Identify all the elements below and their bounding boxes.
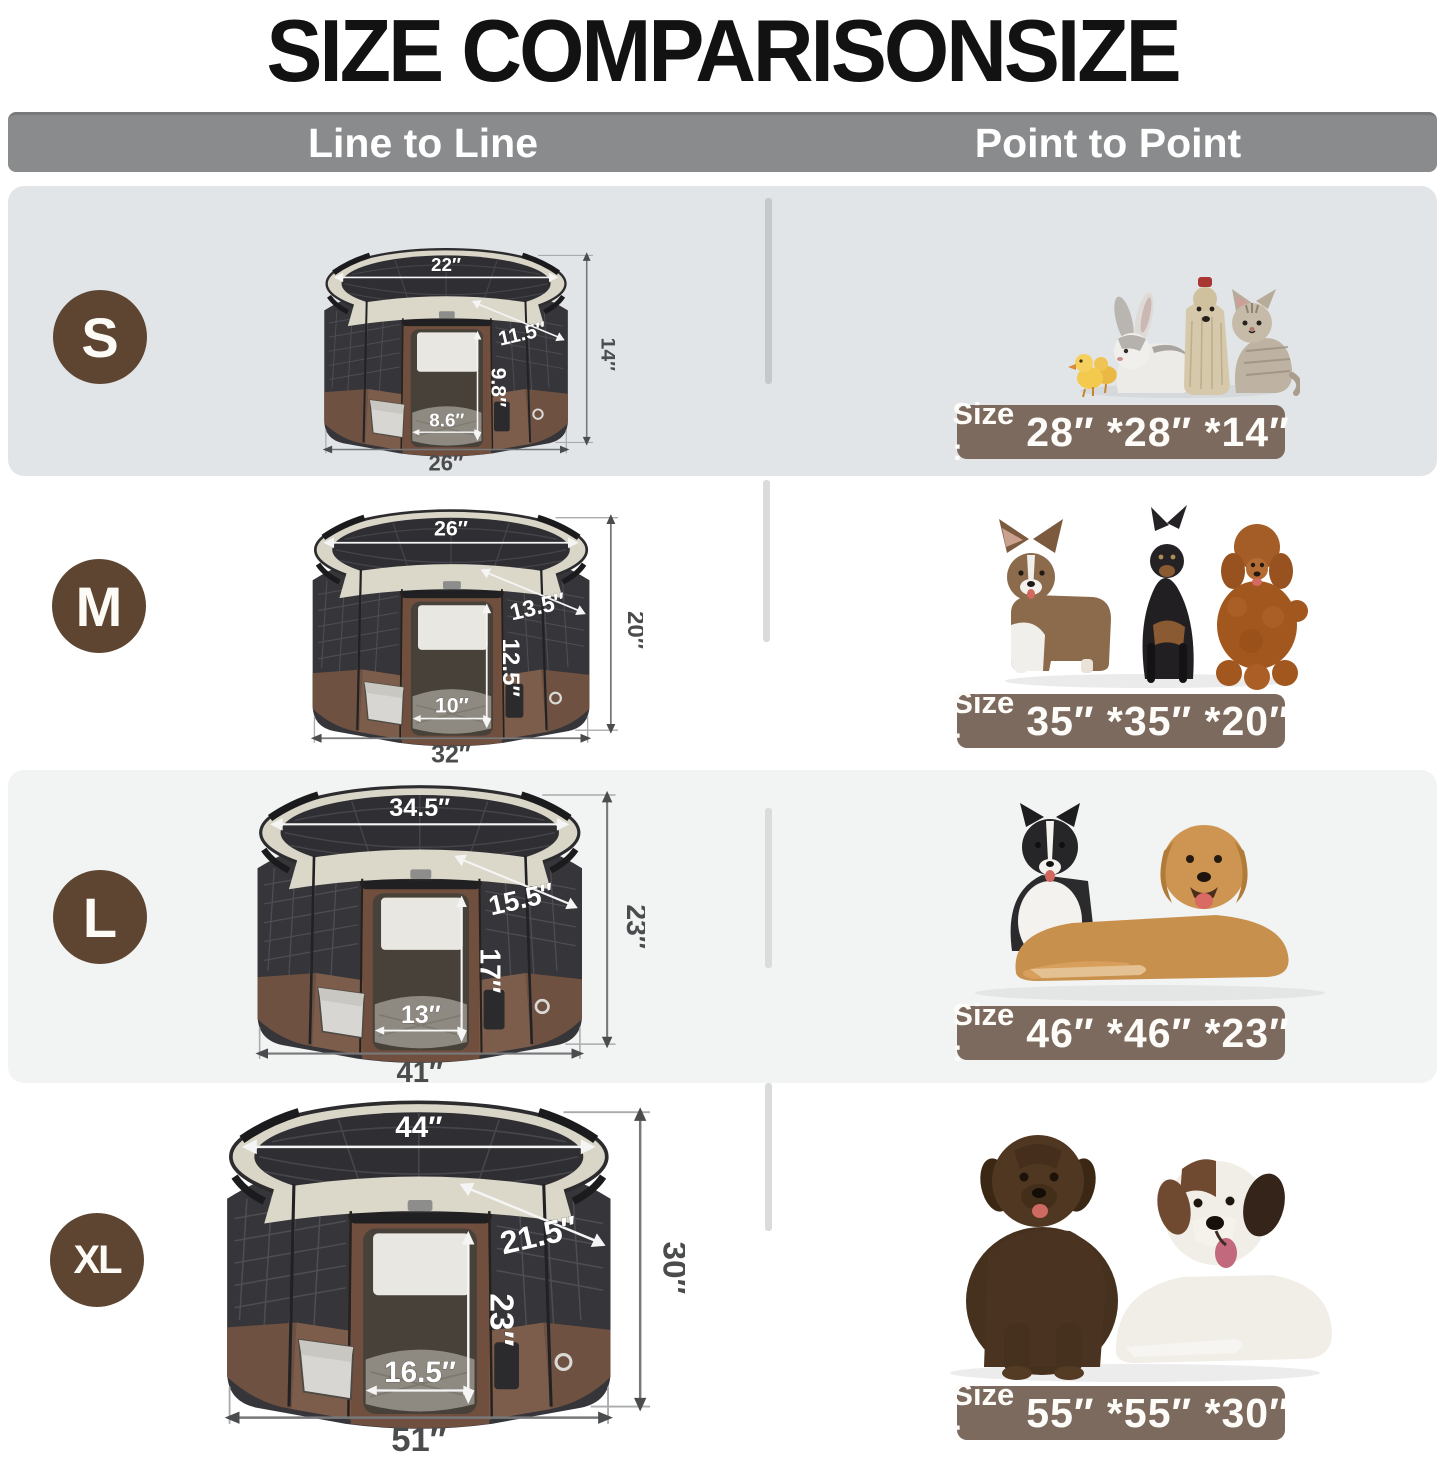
size-label-prefix: Size : [952, 396, 1015, 467]
size-label-value: 46″ *46″ *23″ [1026, 1009, 1290, 1056]
playpen-diagram-m: 26″ 13.5″ 12.5″ 10″ 20″ 32″ [268, 498, 643, 766]
dim-base-width: 41″ [396, 1056, 443, 1086]
column-divider [765, 808, 772, 968]
dim-door-width: 10″ [435, 693, 469, 717]
column-header-line-to-line: Line to Line [307, 120, 539, 166]
size-label-value: 55″ *55″ *30″ [1026, 1389, 1290, 1436]
size-badge-l: L [53, 870, 147, 964]
golden-retriever-icon [1015, 825, 1289, 981]
dim-inner-height: 9.8″ [487, 368, 510, 408]
size-label-value: 28″ *28″ *14″ [1026, 408, 1290, 455]
saint-bernard-icon [1115, 1159, 1332, 1363]
playpen-diagram-s: 22″ 11.5″ 9.8″ 8.6″ 14″ 26″ [285, 238, 615, 474]
size-badge-s-label: S [81, 305, 119, 369]
dim-top-width: 44″ [395, 1111, 442, 1144]
size-badge-m: M [52, 559, 146, 653]
size-row-l: L 34.5″ 15.5″ 17″ 13″ 23″ 41″ [8, 770, 1437, 1086]
size-row-s: S 22″ 11.5″ 9.8″ 8.6″ 14″ 26″ [8, 186, 1437, 476]
size-badge-m-label: M [75, 574, 123, 638]
playpen-diagram-l: 34.5″ 15.5″ 17″ 13″ 23″ 41″ [205, 772, 645, 1086]
dim-outer-height: 30″ [656, 1241, 685, 1294]
column-divider [763, 480, 770, 642]
miniature-pinscher-icon [1142, 505, 1194, 683]
size-label-prefix: Size : [952, 685, 1015, 756]
dim-outer-height: 14″ [597, 338, 615, 372]
pets-photo-small [1068, 277, 1300, 398]
size-label-m: Size : 35″ *35″ *20″ [952, 685, 1288, 756]
dim-base-width: 32″ [431, 740, 471, 766]
size-badge-xl: XL [50, 1213, 144, 1307]
dim-top-width: 34.5″ [389, 794, 450, 822]
newfoundland-icon [966, 1135, 1118, 1380]
dim-door-width: 16.5″ [384, 1356, 456, 1389]
pets-photo-xlarge [950, 1135, 1332, 1382]
size-label-s: Size : 28″ *28″ *14″ [952, 396, 1288, 467]
size-label-value: 35″ *35″ *20″ [1026, 697, 1290, 744]
dim-inner-height: 17″ [474, 948, 506, 993]
kitten-icon [1232, 289, 1300, 396]
column-header-point-to-point: Point to Point [974, 120, 1242, 166]
dim-top-width: 22″ [431, 254, 461, 275]
dim-top-width: 26″ [434, 517, 468, 541]
size-row-m: M 26″ 13.5″ 12.5″ 10″ 20″ 32″ [8, 476, 1437, 770]
dim-base-width: 26″ [429, 451, 464, 474]
shih-tzu-icon [1184, 277, 1230, 395]
dim-base-width: 51″ [391, 1421, 446, 1456]
dim-outer-height: 23″ [621, 904, 645, 949]
pets-photo-large [975, 803, 1325, 1001]
size-badge-l-label: L [82, 885, 118, 949]
column-header-bar: Line to Line Point to Point [8, 112, 1437, 172]
column-divider [765, 198, 772, 384]
dim-door-width: 13″ [401, 1001, 441, 1029]
chick-icon [1068, 354, 1117, 398]
size-badge-xl-label: XL [73, 1237, 122, 1282]
dim-door-width: 8.6″ [429, 410, 464, 431]
column-divider [765, 1083, 772, 1231]
page-title: SIZE COMPARISONSIZE [266, 1, 1181, 100]
size-label-l: Size : 46″ *46″ *23″ [952, 997, 1288, 1068]
dim-inner-height: 23″ [483, 1293, 520, 1346]
size-badge-s: S [53, 290, 147, 384]
size-label-xl: Size : 55″ *55″ *30″ [952, 1377, 1288, 1448]
dim-outer-height: 20″ [622, 611, 643, 650]
pets-photo-medium [999, 505, 1308, 690]
playpen-diagram-xl: 44″ 21.5″ 23″ 16.5″ 30″ 51″ [165, 1085, 685, 1456]
size-label-prefix: Size : [952, 1377, 1015, 1448]
dim-inner-height: 12.5″ [497, 638, 524, 697]
corgi-icon [999, 519, 1111, 673]
poodle-icon [1216, 524, 1308, 690]
rabbit-icon [1114, 292, 1198, 393]
size-row-xl: XL 44″ 21.5″ 23″ 16.5″ 30″ 51″ [8, 1083, 1437, 1463]
size-label-prefix: Size : [952, 997, 1015, 1068]
